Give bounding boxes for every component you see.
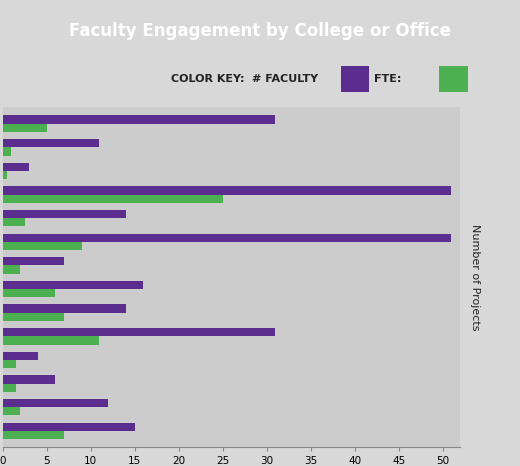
- Bar: [3, 171, 7, 179]
- Bar: [3, 289, 56, 297]
- Bar: [3, 313, 64, 321]
- Bar: [3, 218, 24, 226]
- Bar: [3, 407, 20, 416]
- Bar: [3, 304, 126, 313]
- Bar: [3, 328, 276, 336]
- Bar: [3, 281, 144, 289]
- Bar: [3, 423, 135, 431]
- Bar: [3, 139, 99, 147]
- Bar: [3, 186, 451, 195]
- Bar: [3, 123, 47, 132]
- Bar: [3, 360, 16, 368]
- Bar: [341, 66, 369, 92]
- Text: Faculty Engagement by College or Office: Faculty Engagement by College or Office: [69, 22, 451, 40]
- Bar: [3, 116, 276, 123]
- Bar: [3, 195, 223, 203]
- Bar: [439, 66, 468, 92]
- Bar: [3, 210, 126, 218]
- Bar: [3, 257, 64, 266]
- Bar: [3, 233, 451, 242]
- Bar: [3, 352, 38, 360]
- Bar: [3, 375, 56, 384]
- Bar: [3, 266, 20, 274]
- Text: COLOR KEY:: COLOR KEY:: [171, 74, 244, 84]
- Y-axis label: Number of Projects: Number of Projects: [470, 224, 479, 330]
- Bar: [3, 431, 64, 439]
- Bar: [3, 147, 11, 156]
- Bar: [3, 384, 16, 392]
- Bar: [3, 336, 99, 344]
- Bar: [3, 399, 108, 407]
- Text: # FACULTY: # FACULTY: [252, 74, 318, 84]
- Bar: [3, 163, 29, 171]
- Text: FTE:: FTE:: [374, 74, 402, 84]
- Bar: [3, 242, 82, 250]
